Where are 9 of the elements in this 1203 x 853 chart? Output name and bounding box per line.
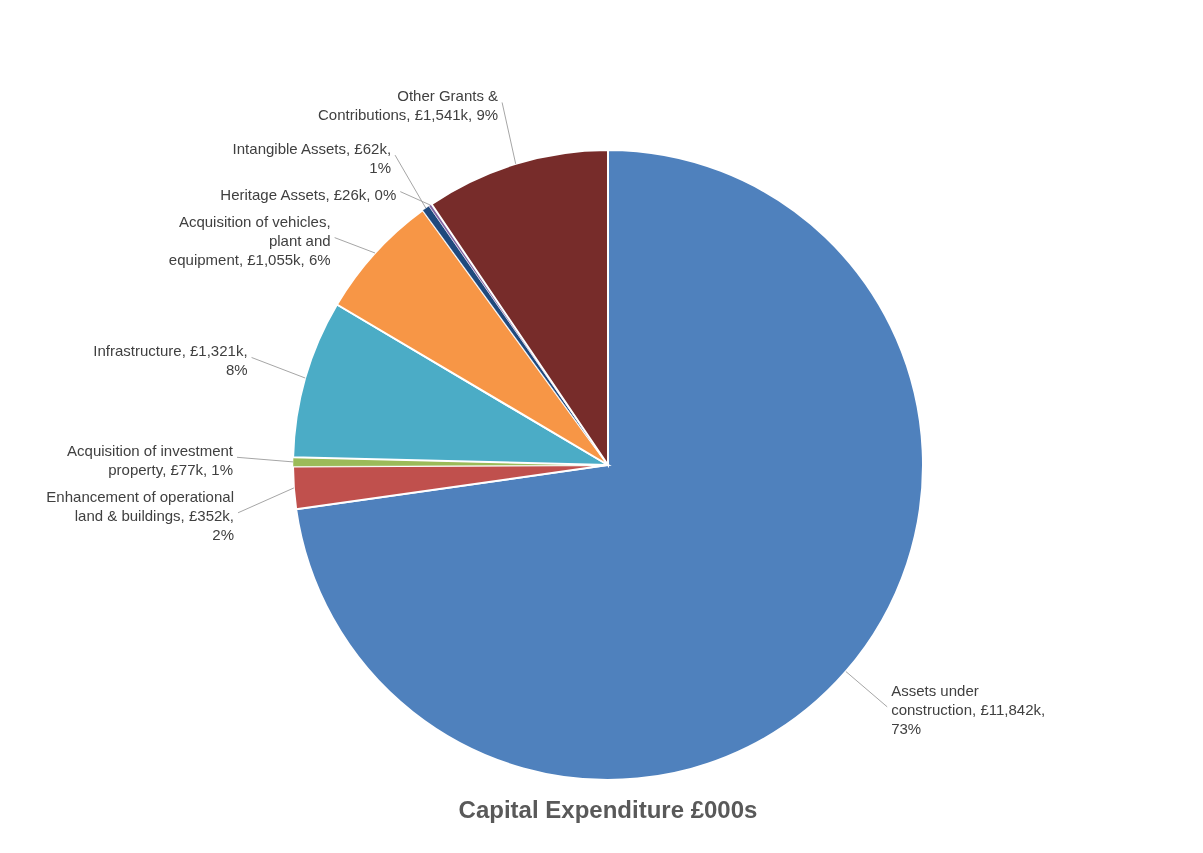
slice-label: Acquisition of vehicles, plant and equipment, £1,055k, 6% <box>168 213 331 269</box>
slice-label: Infrastructure, £1,321k, 8% <box>93 342 248 379</box>
slice-label: Intangible Assets, £62k, 1% <box>232 140 392 177</box>
slice-label: Acquisition of investment property, £77k, 1% <box>67 442 234 479</box>
slice-label: Heritage Assets, £26k, 0% <box>220 186 397 204</box>
slice-label: Enhancement of operational land & buildings, £352k, 2% <box>46 488 234 544</box>
slice-label: Assets under construction, £11,842k, 73% <box>891 682 1050 738</box>
text: Capital Expenditure £000s <box>458 796 758 823</box>
slice-label: Other Grants & Contributions, £1,541k, 9% <box>317 87 499 124</box>
